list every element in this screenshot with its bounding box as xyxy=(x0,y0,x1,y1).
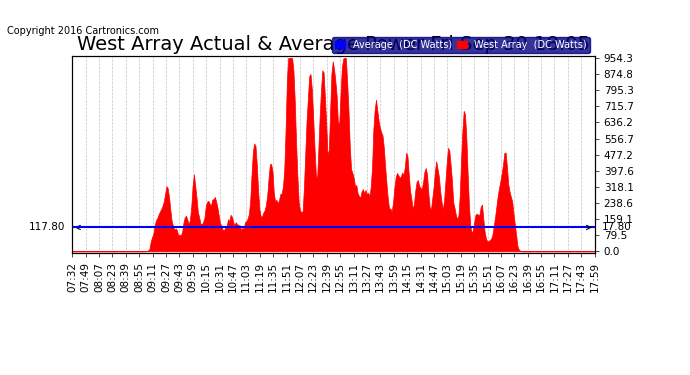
Text: 117.80: 117.80 xyxy=(29,222,65,232)
Text: Copyright 2016 Cartronics.com: Copyright 2016 Cartronics.com xyxy=(7,26,159,36)
Text: 17.80: 17.80 xyxy=(602,222,631,232)
Title: West Array Actual & Average Power Fri Sep 30 18:05: West Array Actual & Average Power Fri Se… xyxy=(77,36,590,54)
Legend: Average  (DC Watts), West Array  (DC Watts): Average (DC Watts), West Array (DC Watts… xyxy=(333,37,590,53)
